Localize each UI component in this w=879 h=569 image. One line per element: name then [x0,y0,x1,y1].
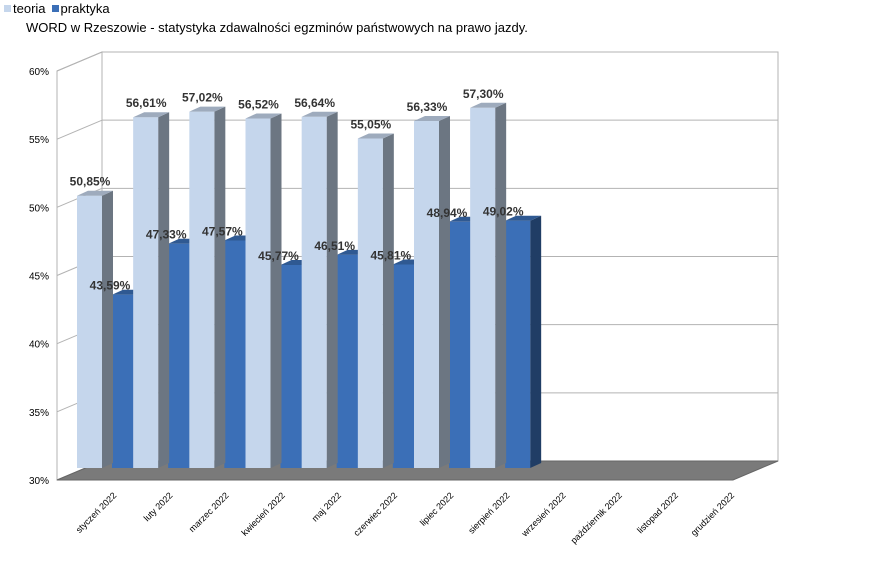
bar-teoria [77,190,113,468]
data-label-teoria: 56,64% [294,96,335,110]
data-label-teoria: 56,61% [126,96,167,110]
y-tick-label: 30% [29,476,49,487]
bar-praktyka [505,215,542,468]
data-label-praktyka: 47,33% [146,228,187,242]
x-tick-label: maj 2022 [310,490,343,523]
bar-teoria [357,133,394,469]
y-tick-label: 55% [29,135,49,146]
x-tick-label: lipiec 2022 [418,490,455,527]
x-tick-label: grudzień 2022 [689,490,736,537]
x-tick-label: styczeń 2022 [74,490,119,535]
data-label-teoria: 56,33% [407,100,448,114]
legend-label-teoria: teoria [13,1,46,16]
data-label-praktyka: 43,59% [90,279,131,293]
data-label-praktyka: 45,81% [370,248,411,262]
legend-item-teoria: teoria [4,1,46,16]
gridline-side [56,119,103,140]
x-tick-label: luty 2022 [142,490,175,523]
data-label-teoria: 57,30% [463,87,504,101]
gridline-side [56,51,103,72]
y-tick-label: 45% [29,272,49,283]
y-tick-label: 35% [29,408,49,419]
bar-teoria [414,116,450,468]
x-tick-label: marzec 2022 [187,490,231,534]
data-label-teoria: 57,02% [182,91,223,105]
bar-teoria [470,102,507,468]
data-label-praktyka: 49,02% [483,205,524,219]
x-tick-label: wrzesień 2022 [519,490,568,539]
x-tick-label: sierpień 2022 [466,490,511,535]
x-tick-label: kwiecień 2022 [240,490,287,537]
legend: teoria praktyka [4,1,110,16]
legend-swatch-praktyka [51,5,59,12]
data-label-praktyka: 45,77% [258,249,299,263]
y-tick-label: 40% [29,340,49,351]
data-label-teoria: 55,05% [350,117,391,131]
bar-teoria [133,112,170,468]
data-label-teoria: 50,85% [70,175,111,189]
data-label-praktyka: 46,51% [314,239,355,253]
y-tick-label: 50% [29,203,49,214]
bar-teoria [301,111,338,469]
bar-teoria [189,106,226,469]
data-label-teoria: 56,52% [238,97,279,111]
x-tick-label: czerwiec 2022 [351,490,399,538]
chart-title: WORD w Rzeszowie - statystyka zdawalnośc… [26,20,528,35]
data-label-praktyka: 48,94% [427,206,468,220]
y-tick-label: 60% [29,67,49,78]
x-tick-label: październik 2022 [569,490,624,545]
x-tick-label: listopad 2022 [635,490,680,535]
bar-teoria [245,113,282,468]
data-label-praktyka: 47,57% [202,224,243,238]
legend-item-praktyka: praktyka [51,1,110,16]
legend-label-praktyka: praktyka [60,1,110,16]
legend-swatch-teoria [4,5,11,12]
